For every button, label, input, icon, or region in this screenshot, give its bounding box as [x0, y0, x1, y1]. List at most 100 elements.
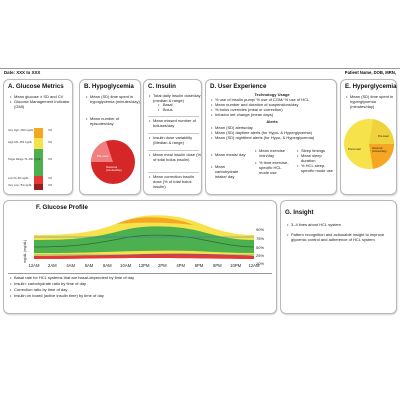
x-tick-label: 2PM [158, 263, 167, 268]
hypoglycemia-title: B. Hypoglycemia [84, 83, 134, 90]
hyper-pie-label-nocturnal: Nocturnal (minutes/day) [372, 147, 387, 153]
profile-note: Correction ratio by time of day [10, 287, 272, 292]
x-tick-label: 10AM [120, 263, 132, 268]
tir-target-seg [34, 149, 43, 176]
insight-item: Pattern recognition and actionable insig… [287, 232, 393, 242]
glucose-profile-panel: F. Glucose Profile mg/dL (mg/dL) 90% 75%… [3, 200, 277, 314]
header-divider [0, 68, 400, 69]
sleep-item: Mean sleep duration [297, 153, 336, 163]
tir-pct-low: X% [48, 177, 53, 180]
hypo-pie-small-slice [90, 141, 113, 162]
hyperglycemia-item: Mean (SD) time spent in hyperglycemia (m… [346, 94, 396, 109]
percentile-label-90: 90% [256, 227, 265, 232]
patient-info: Patient Name, DOB, MRN, [344, 70, 396, 75]
profile-note: Insulin: carbohydrate ratio by time of d… [10, 281, 272, 286]
x-tick-label: 12AM [248, 263, 260, 268]
hyperglycemia-pie-chart [344, 119, 395, 169]
glucose-profile-title: F. Glucose Profile [36, 204, 88, 211]
hyper-pie-label-post-meal: Post-meal [348, 147, 361, 151]
insulin-item: Mean correction insulin dose (% of total… [149, 174, 202, 189]
user-experience-title: D. User Experience [210, 83, 267, 90]
insulin-sub-basal: Basal [153, 103, 202, 108]
x-tick-label: 8AM [103, 263, 112, 268]
insight-title: G. Insight [285, 209, 314, 216]
tech-usage-item: Infusion set change (mean days) [211, 112, 336, 117]
profile-note: Basal rate for HCL systems that are basa… [10, 275, 272, 280]
x-tick-label: 2AM [48, 263, 57, 268]
tir-pct-target: X% [48, 158, 53, 161]
profile-median-line [34, 234, 254, 248]
tir-pct-very-low: X% [48, 184, 53, 187]
insulin-title: C. Insulin [148, 83, 176, 90]
insight-item: 3–4 lines about HCL system [287, 222, 393, 227]
alert-item: Mean (SD) daytime alerts (for Hypo- & Hy… [211, 130, 336, 135]
glucose-metrics-title: A. Glucose Metrics [8, 83, 64, 90]
insulin-divider [148, 133, 199, 134]
user-experience-panel: D. User Experience Technology Usage % us… [205, 79, 337, 195]
hyper-pie-pre-meal-slice [369, 119, 395, 144]
insulin-total-item: Total daily insulin dose/day (median & r… [149, 93, 202, 112]
hyper-pie-label-pre-meal: Pre-meal [378, 135, 389, 138]
profile-divider [8, 273, 272, 274]
meal-item: Mean meals/ day [211, 152, 247, 157]
x-tick-label: 4PM [176, 263, 185, 268]
glucose-metrics-panel: A. Glucose Metrics Mean glucose ± SD and… [3, 79, 73, 195]
x-tick-label: 4AM [66, 263, 75, 268]
alerts-heading: Alerts [266, 119, 278, 124]
insulin-sub-bolus: Bolus [153, 108, 202, 113]
x-tick-label: 12PM [138, 263, 150, 268]
insulin-divider [148, 172, 199, 173]
glucose-metric-item: Glucose Management Indicator (GMI) [10, 99, 72, 109]
x-tick-label: 12AM [28, 263, 40, 268]
insulin-item: Mean meal insulin dose (% of total bolus… [149, 152, 202, 162]
report-date: Date: XXX to XXX [4, 70, 41, 75]
sleep-item: % HCL sleep-specific mode use [297, 163, 336, 173]
insulin-divider [148, 116, 199, 117]
exercise-item: Mean exercise /min/day [255, 148, 291, 158]
tir-pct-high: X% [48, 141, 53, 144]
tech-usage-item: % use of insulin pump/ % use of CGM/ % u… [211, 97, 336, 102]
tir-high-seg [34, 138, 43, 149]
tir-very-low-seg [34, 184, 43, 190]
hypoglycemia-item: Mean (SD) time spent in hypoglycemia (mi… [86, 94, 140, 104]
percentile-label-50: 50% [256, 245, 265, 250]
tech-usage-item: % bolus overrides (meal or correction) [211, 107, 336, 112]
hyper-pie-nocturnal-slice [369, 144, 395, 169]
insulin-divider [148, 150, 199, 151]
time-in-range-bar [34, 128, 43, 190]
profile-band-high-zone [116, 217, 194, 225]
hypo-pie-label-nocturnal: Nocturnal (minutes/day) [106, 166, 122, 172]
hypo-pie-label-premeal: Pre-meal [97, 154, 109, 158]
insulin-panel: C. Insulin Total daily insulin dose/day … [143, 79, 202, 195]
hypoglycemia-pie-chart [90, 140, 135, 184]
sleep-item: Sleep timings [297, 148, 336, 153]
alert-item: Mean (SD) nighttime alerts (for Hypo- & … [211, 135, 336, 140]
tir-label-very-high: Very high >250 mg/dL [8, 129, 34, 132]
tir-label-target: Target Range 70–180 mg/dL [8, 158, 41, 161]
insulin-item: Mean missed number of boluses/day [149, 118, 202, 128]
x-tick-label: 10PM [230, 263, 242, 268]
tir-pct-very-high: X% [48, 129, 53, 132]
tir-low-seg [34, 176, 43, 184]
percentile-label-25: 25% [256, 253, 265, 258]
tir-label-very-low: Very Low <54 mg/dL [8, 184, 32, 187]
tech-usage-item: Mean number and duration of suspensions/… [211, 102, 336, 107]
exercise-item: % time exercise-specific HCL mode use [255, 160, 291, 175]
technology-usage-heading: Technology Usage [254, 92, 290, 97]
meal-item: Mean carbohydrate intake/ day [211, 164, 247, 179]
tir-label-high: High 181–250 mg/dL [8, 141, 33, 144]
profile-band-75-25 [34, 226, 254, 253]
hyperglycemia-title: E. Hyperglycemia [345, 83, 397, 90]
x-tick-label: 6PM [194, 263, 204, 268]
hyperglycemia-panel: E. Hyperglycemia Mean (SD) time spent in… [340, 79, 397, 195]
profile-note: Insulin on board (active insulin time) b… [10, 293, 272, 298]
hypoglycemia-panel: B. Hypoglycemia Mean (SD) time spent in … [79, 79, 141, 195]
insight-panel: G. Insight 3–4 lines about HCL system Pa… [280, 200, 397, 314]
alert-item: Mean (SD) alerts/day [211, 125, 336, 130]
x-tick-label: 8PM [213, 263, 222, 268]
tir-label-low: Low 54–69 mg/dL [8, 177, 29, 180]
percentile-label-75: 75% [256, 236, 265, 241]
glucose-metric-item: Mean glucose ± SD and CV [10, 94, 70, 99]
glucose-profile-ylabel: mg/dL (mg/dL) [23, 239, 27, 263]
